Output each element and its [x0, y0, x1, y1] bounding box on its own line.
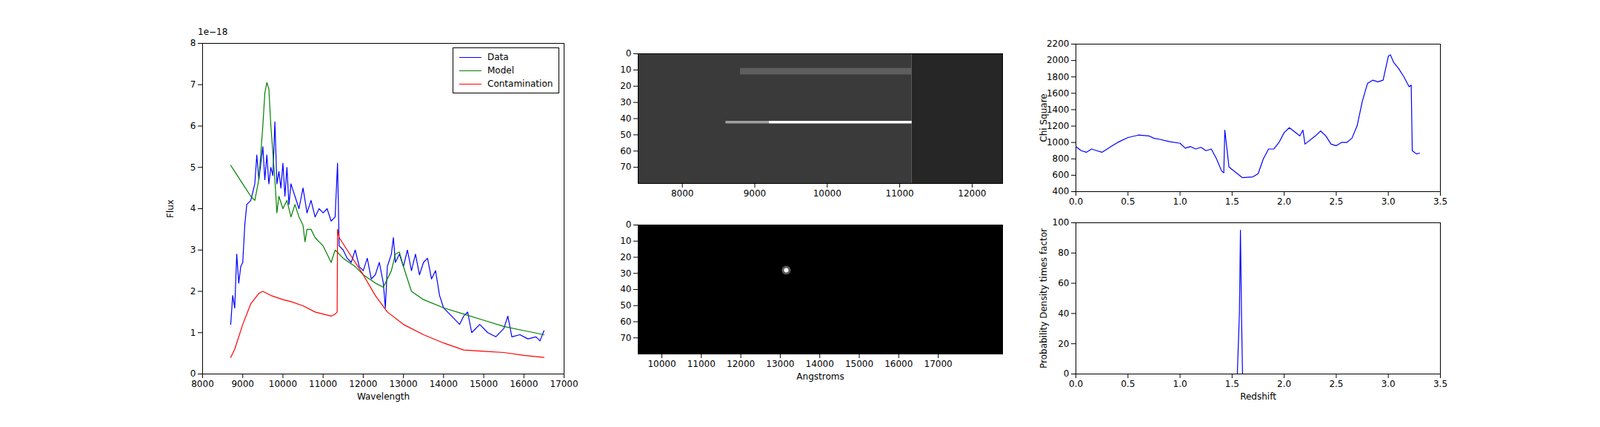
- svg-text:0.0: 0.0: [1068, 378, 1083, 389]
- svg-text:14000: 14000: [805, 358, 835, 369]
- svg-text:15000: 15000: [469, 378, 498, 389]
- svg-text:10000: 10000: [813, 188, 842, 199]
- svg-text:8: 8: [190, 37, 197, 49]
- svg-text:50: 50: [620, 129, 632, 140]
- svg-text:100: 100: [1052, 217, 1070, 228]
- svg-text:5: 5: [190, 162, 197, 173]
- svg-text:2000: 2000: [1046, 54, 1070, 66]
- svg-text:20: 20: [620, 80, 632, 92]
- svg-text:0: 0: [625, 48, 632, 59]
- svg-text:12000: 12000: [348, 378, 378, 389]
- svg-text:10000: 10000: [647, 358, 676, 369]
- svg-text:0: 0: [190, 368, 197, 379]
- svg-text:Chi Square: Chi Square: [1038, 93, 1049, 142]
- svg-text:12000: 12000: [957, 188, 986, 199]
- svg-text:16000: 16000: [884, 358, 913, 369]
- svg-text:2200: 2200: [1046, 38, 1070, 49]
- svg-text:9000: 9000: [743, 188, 767, 199]
- svg-text:1400: 1400: [1046, 104, 1070, 115]
- svg-text:Redshift: Redshift: [1240, 391, 1277, 402]
- svg-text:60: 60: [620, 145, 632, 157]
- svg-text:0.5: 0.5: [1120, 196, 1135, 207]
- svg-text:20: 20: [620, 251, 632, 263]
- svg-text:70: 70: [620, 332, 632, 343]
- svg-text:400: 400: [1052, 185, 1070, 197]
- svg-text:3.0: 3.0: [1381, 378, 1396, 389]
- svg-text:2: 2: [190, 285, 197, 297]
- svg-text:40: 40: [1057, 308, 1069, 319]
- svg-text:40: 40: [620, 283, 632, 295]
- svg-text:13000: 13000: [765, 358, 795, 369]
- svg-text:10: 10: [620, 235, 632, 246]
- svg-text:0: 0: [625, 219, 632, 230]
- svg-text:3: 3: [190, 244, 197, 255]
- svg-text:6: 6: [190, 120, 197, 132]
- svg-text:2.5: 2.5: [1328, 378, 1343, 389]
- svg-text:0: 0: [1063, 368, 1070, 379]
- svg-text:1.5: 1.5: [1225, 196, 1240, 207]
- svg-text:70: 70: [620, 161, 632, 172]
- svg-text:30: 30: [620, 268, 632, 279]
- svg-text:2.5: 2.5: [1328, 196, 1343, 207]
- svg-text:50: 50: [620, 300, 632, 311]
- svg-text:3.5: 3.5: [1433, 196, 1448, 207]
- svg-text:Probability Density times fact: Probability Density times factor: [1038, 228, 1049, 369]
- svg-text:1600: 1600: [1046, 88, 1070, 99]
- svg-text:1: 1: [190, 327, 197, 338]
- svg-text:60: 60: [1057, 277, 1069, 289]
- svg-text:2.0: 2.0: [1277, 196, 1292, 207]
- html-text:1e−18: 1e−18: [197, 26, 228, 38]
- svg-text:10: 10: [620, 64, 632, 75]
- html-text:Data: Data: [487, 51, 509, 63]
- svg-text:10000: 10000: [268, 378, 298, 389]
- svg-text:1800: 1800: [1046, 71, 1070, 83]
- svg-text:16000: 16000: [509, 378, 538, 389]
- html-text:Model: Model: [487, 65, 515, 76]
- svg-text:8000: 8000: [671, 188, 695, 199]
- svg-text:30: 30: [620, 97, 632, 108]
- svg-text:600: 600: [1052, 169, 1070, 180]
- svg-text:14000: 14000: [429, 378, 458, 389]
- svg-text:1.0: 1.0: [1173, 378, 1188, 389]
- svg-text:2.0: 2.0: [1277, 378, 1292, 389]
- svg-text:800: 800: [1052, 153, 1070, 164]
- svg-text:17000: 17000: [549, 378, 578, 389]
- svg-text:Angstroms: Angstroms: [796, 371, 844, 382]
- svg-text:Wavelength: Wavelength: [357, 391, 410, 402]
- svg-text:7: 7: [190, 79, 197, 90]
- svg-text:8000: 8000: [191, 378, 215, 389]
- svg-text:17000: 17000: [924, 358, 953, 369]
- svg-text:1200: 1200: [1046, 120, 1070, 132]
- svg-text:11000: 11000: [885, 188, 915, 199]
- svg-text:80: 80: [1057, 247, 1069, 258]
- svg-text:20: 20: [1057, 338, 1069, 349]
- svg-text:40: 40: [620, 113, 632, 124]
- svg-text:11000: 11000: [308, 378, 338, 389]
- svg-text:3.0: 3.0: [1381, 196, 1396, 207]
- svg-text:4: 4: [190, 202, 197, 214]
- svg-text:12000: 12000: [726, 358, 755, 369]
- svg-text:1.0: 1.0: [1173, 196, 1188, 207]
- svg-text:11000: 11000: [687, 358, 716, 369]
- svg-text:0.0: 0.0: [1068, 196, 1083, 207]
- svg-text:60: 60: [620, 316, 632, 327]
- svg-text:1.5: 1.5: [1225, 378, 1240, 389]
- svg-text:0.5: 0.5: [1120, 378, 1135, 389]
- svg-text:9000: 9000: [231, 378, 255, 389]
- svg-text:13000: 13000: [389, 378, 418, 389]
- svg-text:3.5: 3.5: [1433, 378, 1448, 389]
- html-text:Contamination: Contamination: [487, 78, 553, 89]
- svg-text:1000: 1000: [1046, 137, 1070, 148]
- svg-text:15000: 15000: [845, 358, 874, 369]
- svg-text:Flux: Flux: [165, 199, 176, 218]
